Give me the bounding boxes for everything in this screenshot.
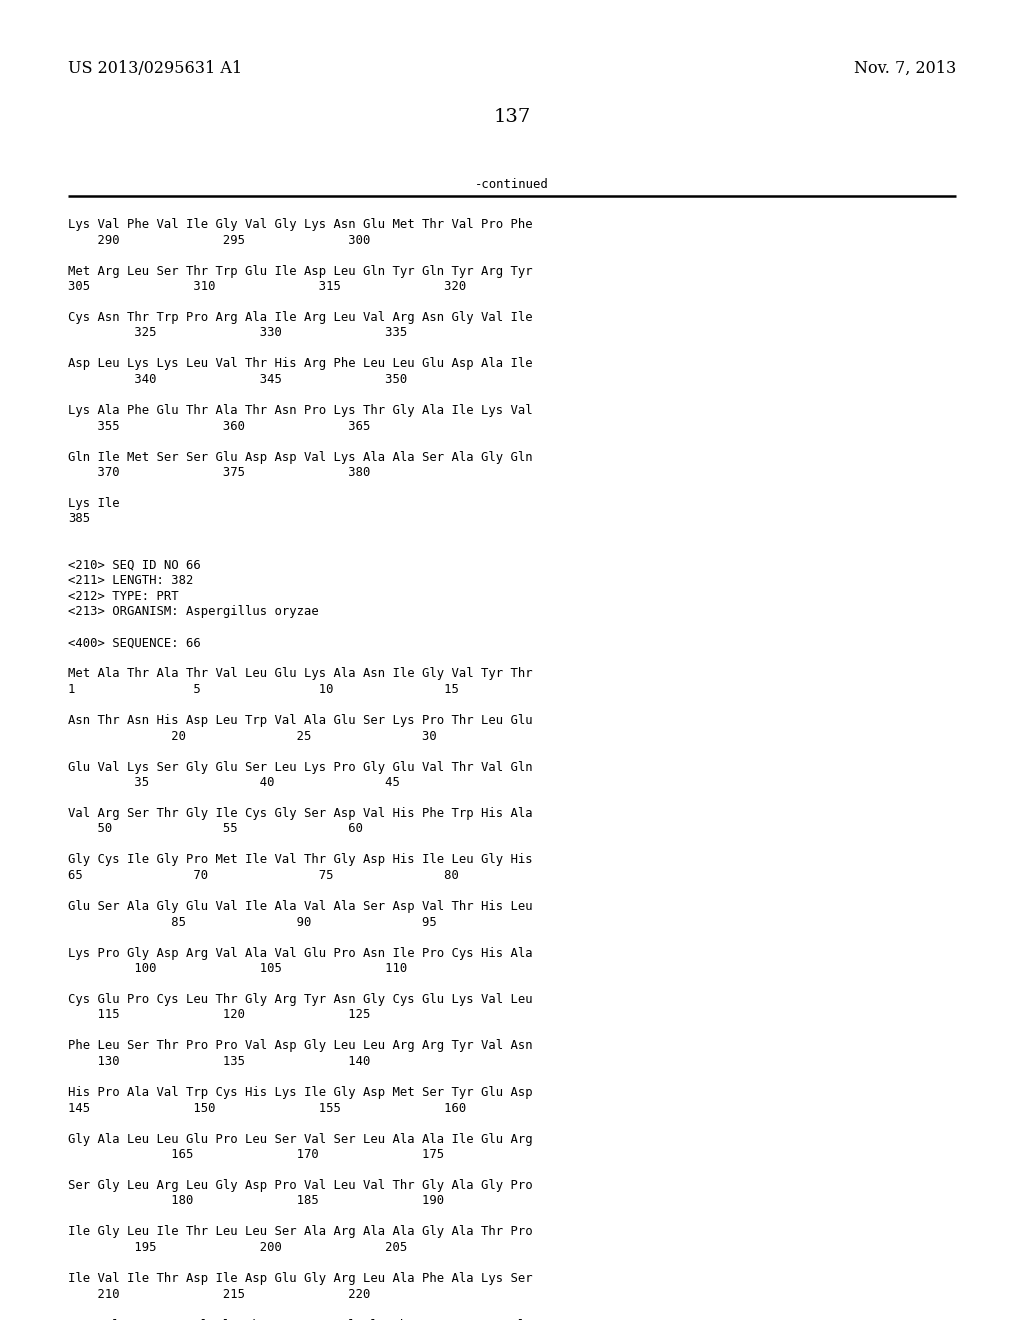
Text: Leu Val Pro Asp Val Ile Thr Tyr Lys Val Gln Thr Asn Leu Ser Ala: Leu Val Pro Asp Val Ile Thr Tyr Lys Val … (68, 1319, 532, 1320)
Text: 35               40               45: 35 40 45 (68, 776, 400, 789)
Text: 137: 137 (494, 108, 530, 125)
Text: US 2013/0295631 A1: US 2013/0295631 A1 (68, 59, 242, 77)
Text: 355              360              365: 355 360 365 (68, 420, 371, 433)
Text: Gln Ile Met Ser Ser Glu Asp Asp Val Lys Ala Ala Ser Ala Gly Gln: Gln Ile Met Ser Ser Glu Asp Asp Val Lys … (68, 450, 532, 463)
Text: 340              345              350: 340 345 350 (68, 374, 408, 385)
Text: <211> LENGTH: 382: <211> LENGTH: 382 (68, 574, 194, 587)
Text: 145              150              155              160: 145 150 155 160 (68, 1101, 466, 1114)
Text: Cys Glu Pro Cys Leu Thr Gly Arg Tyr Asn Gly Cys Glu Lys Val Leu: Cys Glu Pro Cys Leu Thr Gly Arg Tyr Asn … (68, 993, 532, 1006)
Text: 85               90               95: 85 90 95 (68, 916, 437, 928)
Text: 180              185              190: 180 185 190 (68, 1195, 444, 1208)
Text: 130              135              140: 130 135 140 (68, 1055, 371, 1068)
Text: <212> TYPE: PRT: <212> TYPE: PRT (68, 590, 178, 603)
Text: 100              105              110: 100 105 110 (68, 962, 408, 975)
Text: 325              330              335: 325 330 335 (68, 326, 408, 339)
Text: 165              170              175: 165 170 175 (68, 1148, 444, 1162)
Text: Glu Ser Ala Gly Glu Val Ile Ala Val Ala Ser Asp Val Thr His Leu: Glu Ser Ala Gly Glu Val Ile Ala Val Ala … (68, 900, 532, 913)
Text: Ile Gly Leu Ile Thr Leu Leu Ser Ala Arg Ala Ala Gly Ala Thr Pro: Ile Gly Leu Ile Thr Leu Leu Ser Ala Arg … (68, 1225, 532, 1238)
Text: 305              310              315              320: 305 310 315 320 (68, 280, 466, 293)
Text: Nov. 7, 2013: Nov. 7, 2013 (854, 59, 956, 77)
Text: Gly Cys Ile Gly Pro Met Ile Val Thr Gly Asp His Ile Leu Gly His: Gly Cys Ile Gly Pro Met Ile Val Thr Gly … (68, 854, 532, 866)
Text: His Pro Ala Val Trp Cys His Lys Ile Gly Asp Met Ser Tyr Glu Asp: His Pro Ala Val Trp Cys His Lys Ile Gly … (68, 1086, 532, 1100)
Text: <210> SEQ ID NO 66: <210> SEQ ID NO 66 (68, 558, 201, 572)
Text: 290              295              300: 290 295 300 (68, 234, 371, 247)
Text: 195              200              205: 195 200 205 (68, 1241, 408, 1254)
Text: 20               25               30: 20 25 30 (68, 730, 437, 742)
Text: Ser Gly Leu Arg Leu Gly Asp Pro Val Leu Val Thr Gly Ala Gly Pro: Ser Gly Leu Arg Leu Gly Asp Pro Val Leu … (68, 1179, 532, 1192)
Text: Cys Asn Thr Trp Pro Arg Ala Ile Arg Leu Val Arg Asn Gly Val Ile: Cys Asn Thr Trp Pro Arg Ala Ile Arg Leu … (68, 312, 532, 323)
Text: Asn Thr Asn His Asp Leu Trp Val Ala Glu Ser Lys Pro Thr Leu Glu: Asn Thr Asn His Asp Leu Trp Val Ala Glu … (68, 714, 532, 727)
Text: Gly Ala Leu Leu Glu Pro Leu Ser Val Ser Leu Ala Ala Ile Glu Arg: Gly Ala Leu Leu Glu Pro Leu Ser Val Ser … (68, 1133, 532, 1146)
Text: -continued: -continued (475, 178, 549, 191)
Text: Lys Val Phe Val Ile Gly Val Gly Lys Asn Glu Met Thr Val Pro Phe: Lys Val Phe Val Ile Gly Val Gly Lys Asn … (68, 218, 532, 231)
Text: 385: 385 (68, 512, 90, 525)
Text: Lys Ile: Lys Ile (68, 498, 120, 510)
Text: Ile Val Ile Thr Asp Ile Asp Glu Gly Arg Leu Ala Phe Ala Lys Ser: Ile Val Ile Thr Asp Ile Asp Glu Gly Arg … (68, 1272, 532, 1284)
Text: Glu Val Lys Ser Gly Glu Ser Leu Lys Pro Gly Glu Val Thr Val Gln: Glu Val Lys Ser Gly Glu Ser Leu Lys Pro … (68, 760, 532, 774)
Text: <213> ORGANISM: Aspergillus oryzae: <213> ORGANISM: Aspergillus oryzae (68, 606, 318, 619)
Text: Lys Pro Gly Asp Arg Val Ala Val Glu Pro Asn Ile Pro Cys His Ala: Lys Pro Gly Asp Arg Val Ala Val Glu Pro … (68, 946, 532, 960)
Text: Met Arg Leu Ser Thr Trp Glu Ile Asp Leu Gln Tyr Gln Tyr Arg Tyr: Met Arg Leu Ser Thr Trp Glu Ile Asp Leu … (68, 264, 532, 277)
Text: Lys Ala Phe Glu Thr Ala Thr Asn Pro Lys Thr Gly Ala Ile Lys Val: Lys Ala Phe Glu Thr Ala Thr Asn Pro Lys … (68, 404, 532, 417)
Text: 65               70               75               80: 65 70 75 80 (68, 869, 459, 882)
Text: Phe Leu Ser Thr Pro Pro Val Asp Gly Leu Leu Arg Arg Tyr Val Asn: Phe Leu Ser Thr Pro Pro Val Asp Gly Leu … (68, 1040, 532, 1052)
Text: 210              215              220: 210 215 220 (68, 1287, 371, 1300)
Text: 115              120              125: 115 120 125 (68, 1008, 371, 1022)
Text: <400> SEQUENCE: 66: <400> SEQUENCE: 66 (68, 636, 201, 649)
Text: 1                5                10               15: 1 5 10 15 (68, 682, 459, 696)
Text: Val Arg Ser Thr Gly Ile Cys Gly Ser Asp Val His Phe Trp His Ala: Val Arg Ser Thr Gly Ile Cys Gly Ser Asp … (68, 807, 532, 820)
Text: Met Ala Thr Ala Thr Val Leu Glu Lys Ala Asn Ile Gly Val Tyr Thr: Met Ala Thr Ala Thr Val Leu Glu Lys Ala … (68, 668, 532, 681)
Text: 370              375              380: 370 375 380 (68, 466, 371, 479)
Text: Asp Leu Lys Lys Leu Val Thr His Arg Phe Leu Leu Glu Asp Ala Ile: Asp Leu Lys Lys Leu Val Thr His Arg Phe … (68, 358, 532, 371)
Text: 50               55               60: 50 55 60 (68, 822, 362, 836)
